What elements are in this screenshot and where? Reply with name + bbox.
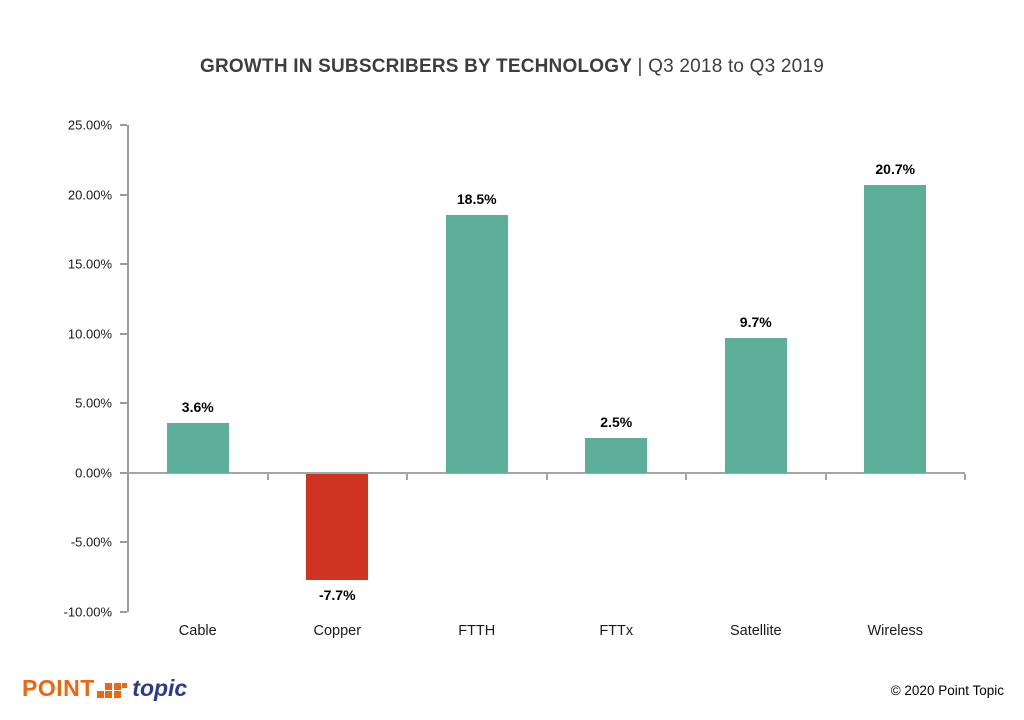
zero-line-tick (964, 473, 966, 480)
y-tick-mark (120, 124, 127, 126)
y-tick-mark (120, 332, 127, 335)
bar-copper (306, 473, 369, 580)
bar-satellite (724, 337, 787, 473)
pointtopic-logo: POINT topic (22, 677, 187, 700)
logo-topic-text: topic (132, 675, 188, 701)
chart-title-main: GROWTH IN SUBSCRIBERS BY TECHNOLOGY (200, 56, 633, 77)
y-tick-label: 25.00% (67, 117, 112, 133)
y-tick-label: -10.00% (63, 604, 112, 620)
y-tick-label: 5.00% (75, 395, 112, 411)
y-tick-label: 10.00% (67, 326, 112, 342)
y-axis-line (127, 125, 129, 612)
chart-title: GROWTH IN SUBSCRIBERS BY TECHNOLOGY | Q3… (0, 56, 1024, 78)
zero-line-tick (685, 473, 687, 480)
x-category-label: Satellite (729, 623, 782, 639)
x-category-label: Wireless (867, 623, 924, 639)
zero-line-tick (266, 473, 269, 480)
y-tick-label: 20.00% (67, 187, 112, 203)
bar-value-label: 3.6% (181, 398, 214, 415)
pointtopic-logo-squares-icon (96, 682, 130, 698)
bar-wireless (864, 184, 927, 473)
bar-cable (166, 422, 229, 473)
y-tick-mark (120, 193, 127, 196)
x-category-label: FTTH (458, 623, 496, 639)
bar-value-label: 18.5% (456, 191, 497, 208)
y-tick-mark (120, 611, 127, 613)
zero-line (128, 471, 965, 474)
zero-line-tick (824, 473, 827, 480)
bar-ftth (445, 215, 508, 473)
zero-line-tick (406, 473, 408, 480)
bar-value-label: 20.7% (875, 160, 916, 177)
chart-title-qualifier: | Q3 2018 to Q3 2019 (632, 56, 824, 77)
bar-value-label: -7.7% (318, 586, 356, 603)
bar-fttx (585, 438, 648, 473)
bar-value-label: 2.5% (600, 414, 633, 431)
y-tick-mark (120, 471, 127, 474)
bar-chart-plot-area: 25.00% 20.00% 15.00% 10.00% 5.00% 0.00% -5.00%… (64, 118, 966, 639)
logo-point-text: POINT (22, 675, 95, 701)
y-tick-mark (120, 263, 127, 266)
y-tick-mark (120, 402, 127, 405)
x-category-label: FTTx (599, 623, 634, 639)
bar-value-label: 9.7% (739, 313, 772, 330)
zero-line-tick (545, 473, 548, 480)
y-tick-label: 15.00% (67, 256, 112, 272)
x-category-label: Copper (313, 623, 362, 639)
x-category-label: Cable (178, 623, 217, 639)
y-tick-label: -5.00% (70, 534, 112, 550)
y-tick-label: 0.00% (75, 465, 112, 481)
y-tick-mark (120, 541, 127, 544)
copyright-text: © 2020 Point Topic (890, 683, 1004, 698)
